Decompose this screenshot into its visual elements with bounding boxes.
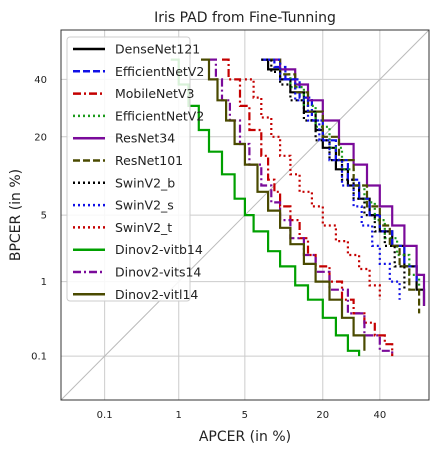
y-tick-label: 40 — [34, 75, 47, 86]
legend-label: SwinV2_b — [115, 175, 175, 190]
legend-label: ResNet34 — [115, 131, 175, 146]
x-tick-label: 20 — [316, 410, 329, 421]
legend-label: Dinov2-vitl14 — [115, 287, 198, 302]
y-tick-label: 20 — [34, 132, 47, 143]
legend-label: ResNet101 — [115, 153, 183, 168]
series-line-dinov2-vitb14 — [170, 58, 361, 357]
legend-label: MobileNetV3 — [115, 86, 194, 101]
x-tick-label: 1 — [176, 410, 182, 421]
y-tick-label: 5 — [41, 211, 47, 222]
series-line-swinv2-b — [261, 58, 406, 290]
legend-label: SwinV2_t — [115, 220, 172, 235]
series-line-dinov2-vitl14 — [201, 58, 366, 351]
legend-label: SwinV2_s — [115, 198, 174, 213]
legend-label: EfficientNetV2 — [115, 64, 204, 79]
series-line-densenet121 — [261, 58, 426, 306]
legend-label: Dinov2-vitb14 — [115, 242, 203, 257]
series-line-efficientnetv2 — [261, 58, 418, 282]
legend-label: EfficientNetV2 — [115, 108, 204, 123]
x-axis-label: APCER (in %) — [199, 429, 291, 445]
x-tick-label: 0.1 — [97, 410, 113, 421]
series-line-swinv2-s — [268, 58, 401, 300]
plot-area — [170, 58, 426, 357]
y-tick-label: 0.1 — [31, 352, 47, 363]
x-tick-label: 40 — [373, 410, 386, 421]
legend-box — [66, 36, 191, 302]
legend: DenseNet121 EfficientNetV2 MobileNetV3 Effi… — [66, 36, 204, 302]
x-tick-label: 5 — [242, 410, 248, 421]
legend-label: Dinov2-vits14 — [115, 265, 201, 280]
y-tick-label: 1 — [41, 277, 47, 288]
axis-ticks: 0.1 1 5 20 40 0.1 1 5 20 40 — [31, 75, 386, 421]
y-axis-label: BPCER (in %) — [8, 169, 24, 261]
legend-label: DenseNet121 — [115, 42, 200, 57]
plot-frame — [60, 29, 430, 401]
chart-title: Iris PAD from Fine-Tunning — [154, 10, 336, 26]
